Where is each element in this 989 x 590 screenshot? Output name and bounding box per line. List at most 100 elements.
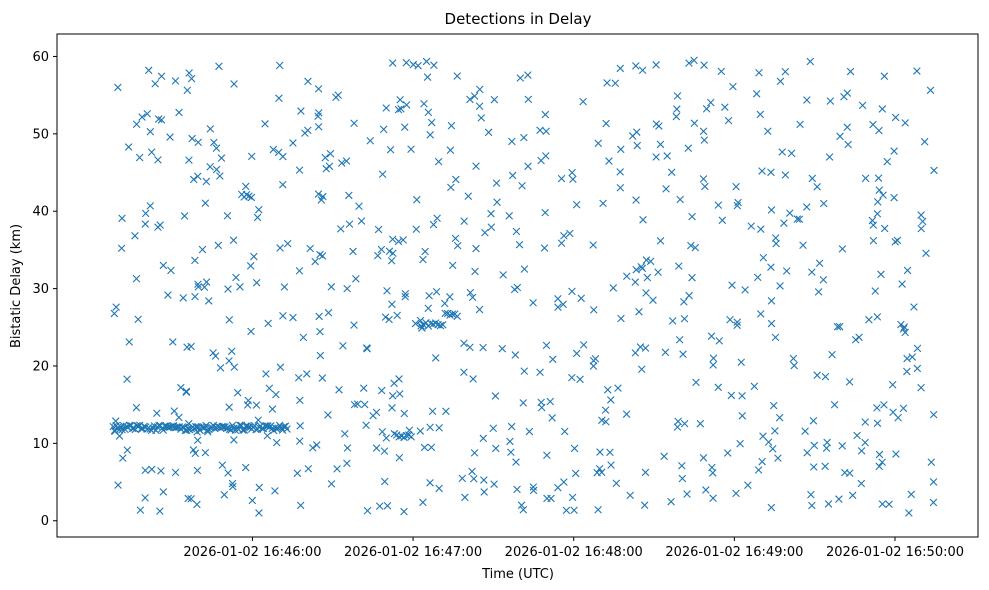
detection-marker bbox=[263, 431, 272, 440]
detection-marker bbox=[378, 428, 387, 436]
detection-marker bbox=[801, 427, 809, 435]
detection-marker bbox=[622, 410, 631, 418]
detection-marker bbox=[568, 168, 576, 177]
detection-marker bbox=[393, 311, 401, 320]
detection-marker bbox=[589, 306, 598, 314]
detection-marker bbox=[389, 249, 397, 258]
detection-marker bbox=[607, 461, 615, 469]
detection-marker bbox=[426, 478, 434, 487]
detection-marker bbox=[917, 211, 925, 219]
detection-marker bbox=[304, 464, 313, 473]
detection-marker bbox=[388, 392, 397, 400]
detection-marker bbox=[570, 506, 578, 515]
detection-marker bbox=[632, 62, 640, 70]
detection-marker bbox=[637, 365, 646, 374]
detection-marker bbox=[377, 386, 386, 395]
detection-marker bbox=[855, 333, 863, 342]
detection-marker bbox=[385, 315, 393, 324]
detection-marker bbox=[579, 341, 588, 349]
detection-marker bbox=[191, 292, 199, 301]
detection-marker bbox=[250, 252, 258, 261]
detection-marker bbox=[269, 145, 278, 154]
detection-marker bbox=[471, 267, 479, 276]
detection-marker bbox=[511, 351, 520, 359]
detection-marker bbox=[193, 436, 202, 445]
detection-marker bbox=[156, 221, 164, 229]
detection-marker bbox=[844, 140, 852, 149]
detection-marker bbox=[252, 278, 261, 287]
detection-marker bbox=[568, 287, 576, 296]
detection-marker bbox=[183, 86, 192, 95]
detection-marker bbox=[571, 469, 580, 478]
detection-marker bbox=[382, 434, 391, 442]
detection-marker bbox=[293, 469, 302, 478]
detection-marker bbox=[193, 466, 202, 475]
detection-marker bbox=[908, 353, 917, 361]
detection-marker bbox=[572, 200, 581, 209]
detection-marker bbox=[210, 138, 218, 147]
detection-marker bbox=[687, 241, 695, 250]
detection-marker bbox=[141, 466, 150, 475]
detection-marker bbox=[541, 208, 549, 217]
detection-marker bbox=[642, 256, 651, 264]
detection-marker bbox=[537, 156, 545, 165]
detection-marker bbox=[189, 175, 198, 184]
detection-marker bbox=[475, 85, 484, 94]
detection-marker bbox=[537, 398, 545, 407]
detection-marker bbox=[756, 310, 765, 318]
detection-marker bbox=[524, 95, 533, 104]
detection-marker bbox=[156, 507, 164, 515]
detection-marker bbox=[412, 225, 421, 234]
detection-marker bbox=[345, 191, 353, 200]
detection-marker bbox=[524, 71, 532, 79]
detection-marker bbox=[875, 450, 884, 459]
detection-marker bbox=[172, 423, 181, 432]
detection-marker bbox=[230, 363, 239, 371]
detection-marker bbox=[709, 354, 718, 363]
detection-marker bbox=[540, 244, 549, 252]
detection-marker bbox=[685, 59, 693, 67]
detection-marker bbox=[869, 236, 878, 245]
detection-marker bbox=[261, 120, 269, 128]
detection-marker bbox=[383, 287, 391, 295]
detection-marker bbox=[845, 378, 854, 386]
detection-marker bbox=[738, 392, 746, 400]
detection-marker bbox=[159, 488, 168, 496]
detection-marker bbox=[774, 454, 782, 462]
detection-marker bbox=[461, 493, 469, 502]
detection-marker bbox=[472, 244, 480, 253]
detection-marker bbox=[388, 300, 396, 309]
detection-marker bbox=[111, 417, 120, 425]
detection-marker bbox=[810, 441, 819, 450]
detection-marker bbox=[632, 196, 640, 204]
detection-marker bbox=[143, 110, 152, 118]
detection-marker bbox=[871, 287, 880, 295]
detection-marker bbox=[241, 463, 250, 472]
detection-marker bbox=[557, 174, 566, 183]
detection-marker bbox=[299, 333, 308, 342]
detection-marker bbox=[171, 77, 180, 85]
detection-marker bbox=[114, 481, 122, 489]
detection-marker bbox=[110, 309, 119, 318]
detection-marker bbox=[225, 403, 233, 411]
detection-marker bbox=[879, 191, 887, 199]
detection-marker bbox=[723, 449, 732, 457]
detection-marker bbox=[481, 228, 489, 237]
detection-marker bbox=[296, 396, 304, 405]
detection-marker bbox=[873, 419, 882, 428]
detection-marker bbox=[426, 423, 434, 432]
detection-marker bbox=[453, 72, 462, 80]
x-tick-label: 2026-01-02 16:48:00 bbox=[505, 545, 643, 560]
detection-marker bbox=[224, 285, 232, 293]
detection-marker bbox=[778, 148, 786, 156]
detection-marker bbox=[409, 60, 418, 69]
y-tick-label: 20 bbox=[32, 359, 49, 374]
detection-marker bbox=[479, 434, 488, 443]
detection-marker bbox=[830, 400, 839, 409]
y-tick-label: 40 bbox=[32, 205, 49, 220]
detection-marker bbox=[470, 449, 479, 457]
detection-marker bbox=[813, 371, 821, 379]
detection-marker bbox=[758, 167, 766, 175]
detection-marker bbox=[419, 255, 427, 264]
detection-marker bbox=[225, 357, 233, 365]
